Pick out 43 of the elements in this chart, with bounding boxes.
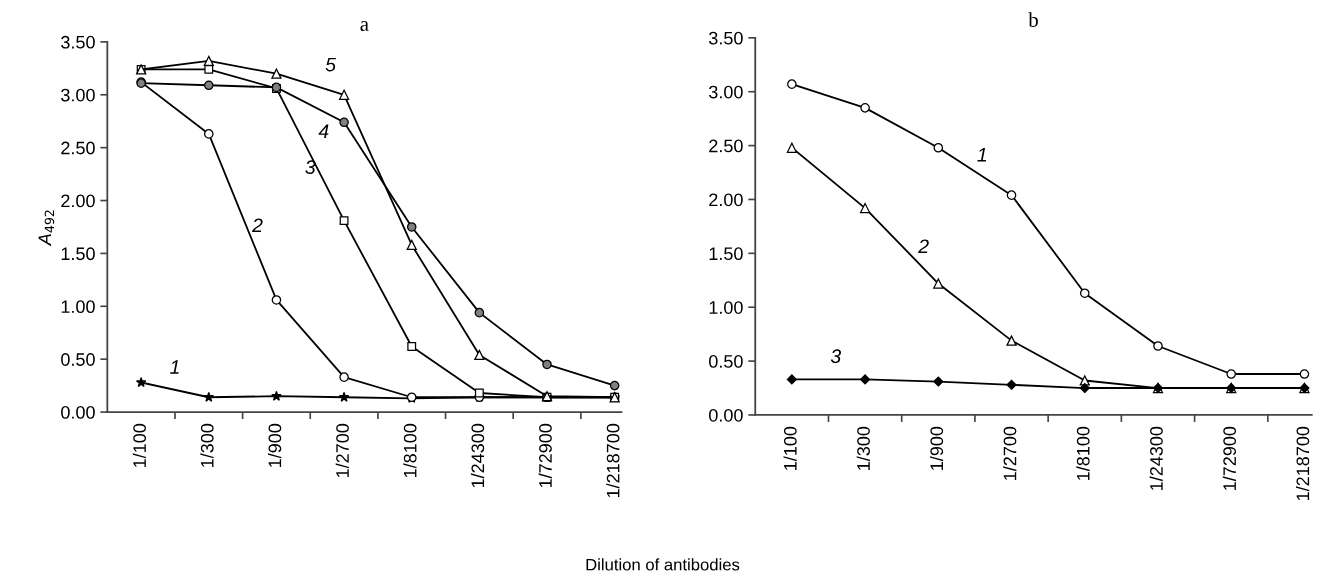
chart-title: a — [360, 21, 369, 31]
annotation: 2 — [918, 239, 929, 253]
x-tick-label: 1/24300 — [470, 423, 485, 488]
x-tick-label: 1/24300 — [1149, 426, 1163, 490]
x-tick-label: 1/8100 — [1076, 426, 1090, 480]
x-tick-label: 1/2700 — [1003, 426, 1017, 480]
y-tick-label: 2.50 — [709, 139, 743, 153]
y-tick-label: 1.00 — [61, 300, 95, 314]
annotation: 4 — [318, 124, 329, 138]
annotation: 5 — [325, 57, 337, 72]
x-tick-label: 1/218700 — [1296, 426, 1310, 500]
x-tick-label: 1/72900 — [538, 423, 552, 488]
annotation: 2 — [251, 218, 263, 233]
chart-title: b — [1028, 12, 1038, 27]
annotation: 1 — [170, 360, 179, 374]
y-tick-label: 2.00 — [709, 193, 743, 207]
annotation: 1 — [977, 148, 987, 162]
y-tick-label: 3.50 — [61, 35, 95, 49]
y-tick-label: 0.00 — [709, 408, 743, 422]
x-tick-label: 1/900 — [268, 423, 282, 467]
y-tick-label: 2.00 — [61, 194, 95, 208]
x-tick-label: 1/100 — [132, 423, 146, 467]
x-tick-label: 1/100 — [783, 426, 797, 470]
x-tick-label: 1/72900 — [1222, 426, 1237, 490]
x-tick-label: 1/8100 — [403, 423, 417, 478]
y-tick-label: 3.50 — [708, 31, 743, 45]
x-tick-label: 1/900 — [929, 426, 944, 470]
y-tick-label: 0.50 — [61, 353, 95, 366]
y-tick-label: 3.00 — [61, 88, 95, 102]
y-tick-label: 3.00 — [708, 85, 743, 99]
x-tick-label: 1/218700 — [606, 423, 620, 498]
x-tick-label: 1/300 — [200, 423, 214, 467]
y-axis-title: A$_{492}$ — [38, 210, 55, 247]
annotation: 3 — [830, 349, 842, 364]
y-tick-label: 1.50 — [61, 247, 95, 261]
x-tick-label: 1/2700 — [335, 423, 349, 478]
y-tick-label: 0.50 — [709, 355, 743, 368]
x-tick-label: 1/300 — [856, 426, 870, 470]
y-tick-label: 2.50 — [61, 141, 95, 155]
y-tick-label: 1.00 — [709, 301, 743, 314]
x-axis-title: Dilution of antibodies — [586, 558, 740, 571]
y-tick-label: 1.50 — [709, 247, 743, 261]
y-tick-label: 0.00 — [61, 405, 95, 419]
